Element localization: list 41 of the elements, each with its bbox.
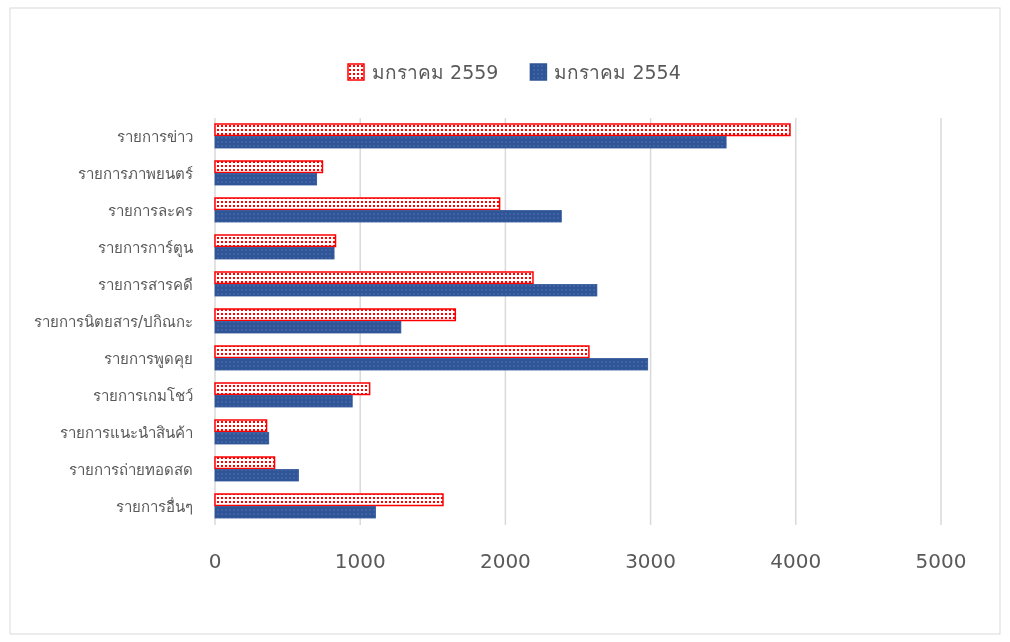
bar <box>214 358 649 371</box>
bar <box>214 123 791 137</box>
bar <box>214 382 371 396</box>
legend-label: มกราคม 2554 <box>554 61 681 83</box>
y-tick-label: รายการถ่ายทอดสด <box>69 460 193 479</box>
bar <box>214 197 501 211</box>
x-tick-label: 2000 <box>479 549 531 573</box>
bar <box>214 284 598 297</box>
bar <box>214 247 335 260</box>
y-tick-label: รายการข่าว <box>117 127 193 146</box>
x-tick-label: 1000 <box>334 549 386 573</box>
y-tick-label: รายการแนะนำสินค้า <box>60 423 193 442</box>
bar <box>214 173 318 186</box>
bar <box>214 308 457 322</box>
bar <box>214 136 727 149</box>
bar <box>214 345 590 359</box>
y-tick-label: รายการภาพยนตร์ <box>78 164 193 183</box>
bar <box>214 210 562 223</box>
bar <box>214 321 402 334</box>
bar <box>214 271 534 285</box>
bar <box>214 419 268 433</box>
x-tick-label: 0 <box>208 549 222 573</box>
bar <box>214 432 270 445</box>
y-tick-label: รายการนิตยสาร/ปกิณกะ <box>33 312 193 331</box>
legend-label: มกราคม 2559 <box>372 61 499 83</box>
bar <box>214 395 353 408</box>
y-tick-label: รายการละคร <box>108 201 193 220</box>
bar <box>214 456 276 470</box>
bar <box>214 160 324 174</box>
bar <box>214 506 376 519</box>
x-tick-label: 4000 <box>770 549 822 573</box>
bar <box>214 469 299 482</box>
x-tick-label: 3000 <box>625 549 677 573</box>
y-tick-label: รายการการ์ตูน <box>98 238 193 257</box>
y-tick-label: รายการเกมโชว์ <box>93 386 193 405</box>
bar <box>214 234 337 248</box>
x-tick-label: 5000 <box>915 549 967 573</box>
y-tick-label: รายการอื่นๆ <box>116 495 193 516</box>
y-tick-label: รายการพูดคุย <box>104 349 193 369</box>
y-tick-label: รายการสารคดี <box>98 275 193 294</box>
bar <box>214 493 444 507</box>
